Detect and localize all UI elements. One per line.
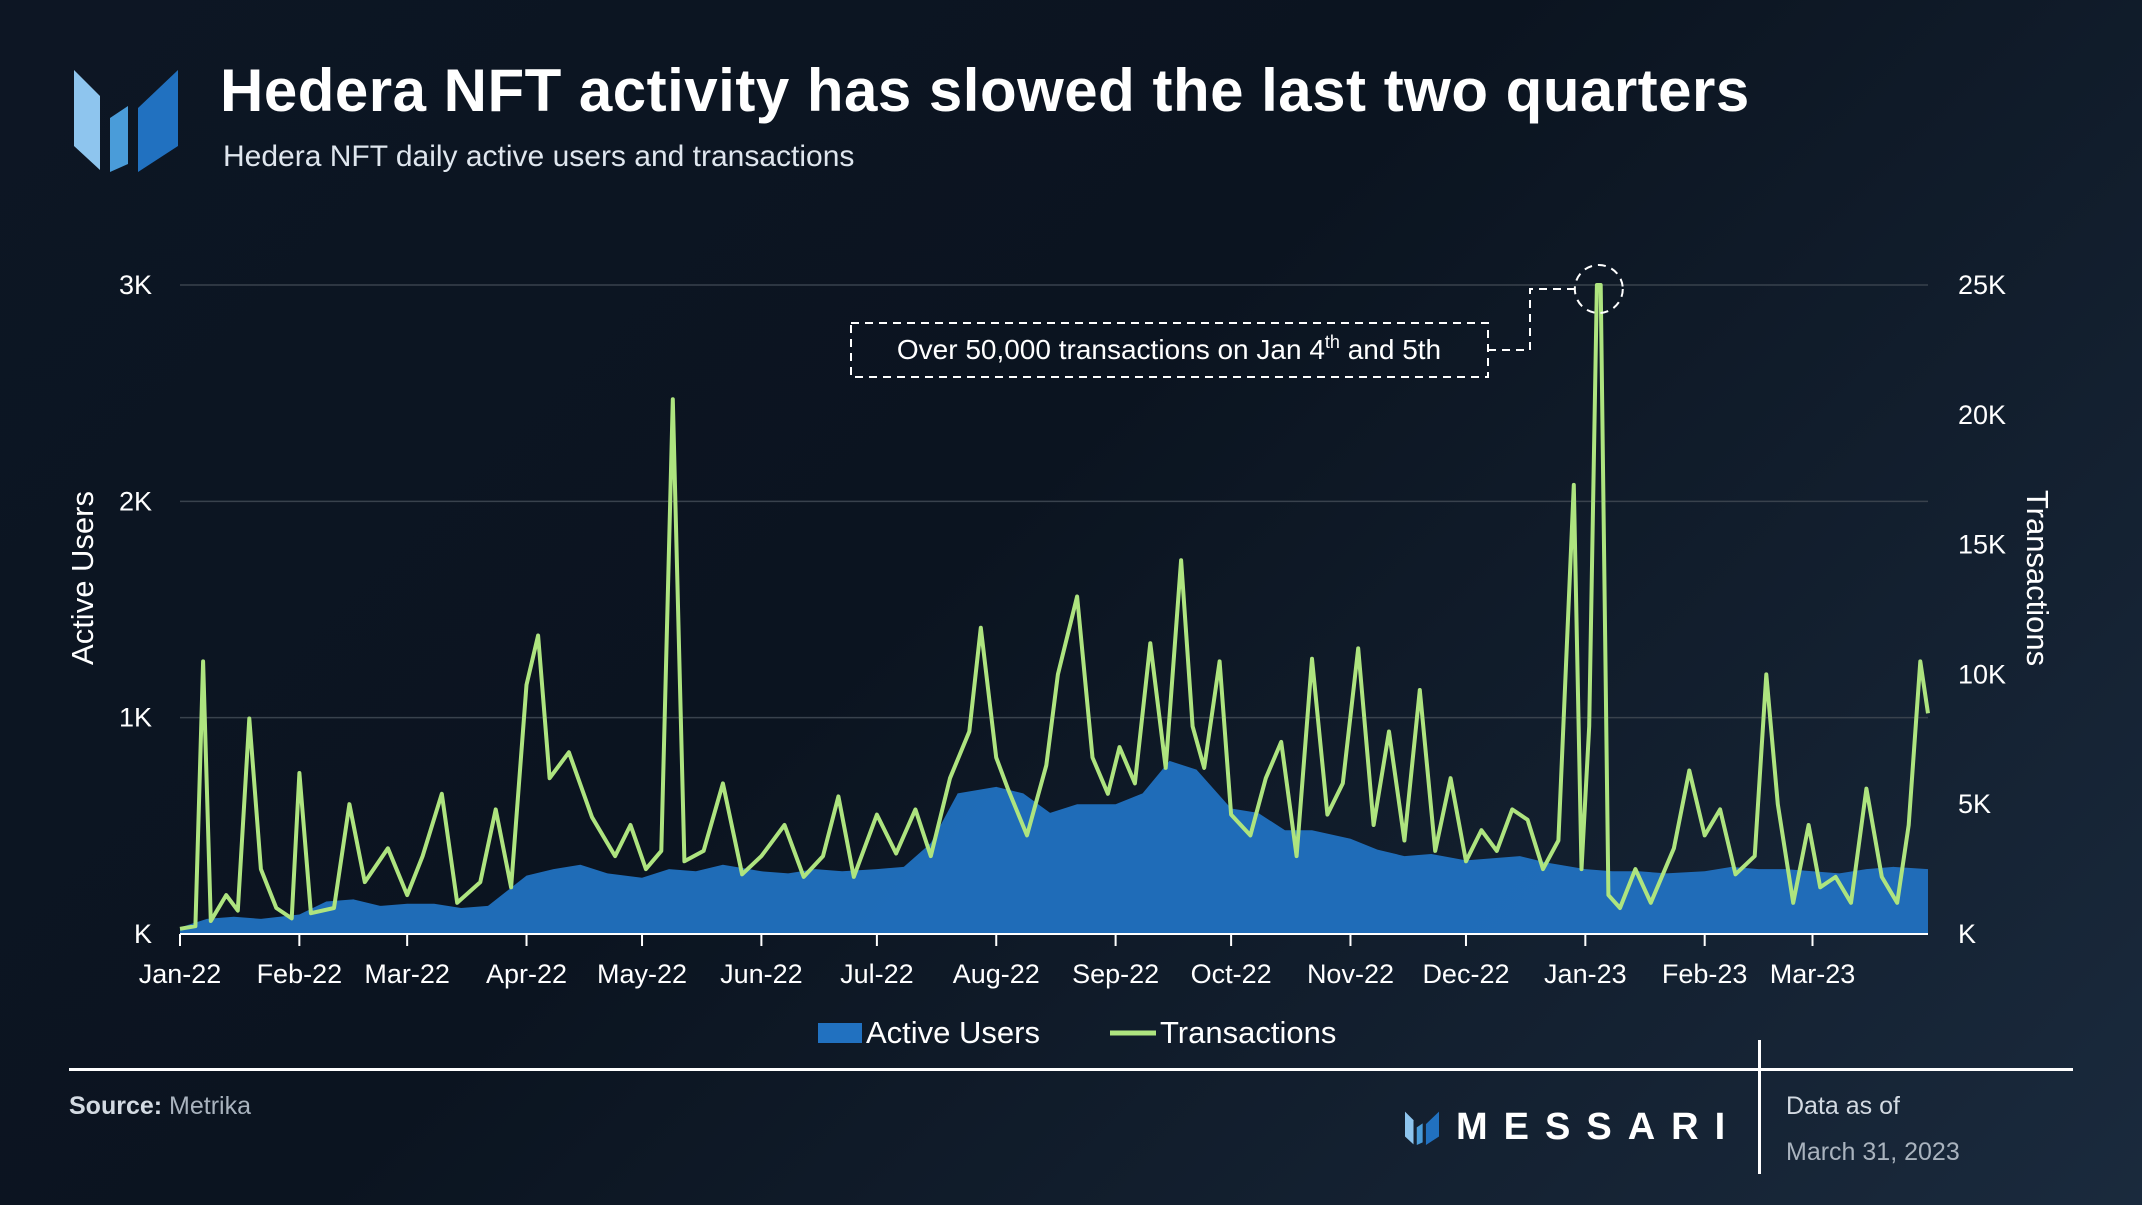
y-right-tick-label: 10K bbox=[1958, 659, 2006, 689]
annotation-connector bbox=[1488, 288, 1575, 351]
x-tick-label: Jul-22 bbox=[840, 959, 914, 989]
legend: Active Users Transactions bbox=[818, 1015, 1336, 1050]
brand-wordmark: MESSARI bbox=[1456, 1106, 1742, 1148]
annotation-text-main: Over 50,000 transactions on Jan 4 bbox=[897, 334, 1325, 365]
x-tick-label: Feb-22 bbox=[257, 959, 343, 989]
y-right-tick-label: 20K bbox=[1958, 400, 2006, 430]
brand-logo: MESSARI bbox=[1402, 1106, 1741, 1149]
data-asof-date: March 31, 2023 bbox=[1786, 1138, 1960, 1166]
y-left-tick-label: 2K bbox=[119, 486, 152, 516]
page-subtitle: Hedera NFT daily active users and transa… bbox=[223, 140, 855, 173]
active-users-area bbox=[179, 760, 1929, 934]
y-right-axis-title: Transactions bbox=[2020, 490, 2055, 666]
source-label: Source: bbox=[69, 1092, 163, 1120]
x-tick-label: Dec-22 bbox=[1422, 959, 1509, 989]
x-tick-label: Aug-22 bbox=[953, 959, 1040, 989]
footer-vertical-divider bbox=[1758, 1040, 1761, 1174]
y-left-axis-title: Active Users bbox=[65, 491, 100, 665]
annotation: Over 50,000 transactions on Jan 4th and … bbox=[850, 264, 1624, 378]
y-left-tick-label: K bbox=[134, 919, 152, 949]
x-tick-label: Mar-22 bbox=[364, 959, 450, 989]
active-users-area-path bbox=[180, 760, 1928, 934]
y-right-tick-label: 25K bbox=[1958, 270, 2006, 300]
y-left-tick-label: 1K bbox=[119, 703, 152, 733]
x-tick-label: Sep-22 bbox=[1072, 959, 1159, 989]
legend-label-transactions: Transactions bbox=[1160, 1015, 1336, 1050]
x-tick-label: Jan-22 bbox=[139, 959, 222, 989]
y-right-tick-label: K bbox=[1958, 919, 1976, 949]
annotation-text: Over 50,000 transactions on Jan 4th and … bbox=[897, 332, 1441, 365]
source-note: Source: Metrika bbox=[69, 1092, 251, 1121]
annotation-superscript: th bbox=[1325, 332, 1340, 352]
page-title: Hedera NFT activity has slowed the last … bbox=[220, 57, 1750, 124]
y-right-tick-label: 15K bbox=[1958, 530, 2006, 560]
x-tick-label: Feb-23 bbox=[1662, 959, 1748, 989]
legend-swatch-active-users bbox=[818, 1023, 862, 1043]
messari-small-logo-icon bbox=[1405, 1111, 1439, 1145]
x-tick-label: Oct-22 bbox=[1191, 959, 1272, 989]
transactions-line bbox=[179, 283, 1930, 931]
footer-divider bbox=[69, 1068, 2073, 1071]
messari-logo-icon bbox=[74, 70, 178, 172]
x-tick-label: Apr-22 bbox=[486, 959, 567, 989]
source-value: Metrika bbox=[169, 1092, 252, 1120]
y-left-tick-label: 3K bbox=[119, 270, 152, 300]
annotation-box bbox=[850, 322, 1489, 378]
x-tick-label: Jun-22 bbox=[720, 959, 803, 989]
axes: K 1K 2K 3K K 5K 10K 15K 20K 25K Jan-22 Feb-22 Mar-22… bbox=[65, 270, 2055, 989]
x-tick-label: Jan-23 bbox=[1544, 959, 1627, 989]
y-right-tick-label: 5K bbox=[1958, 789, 1991, 819]
x-tick-label: Mar-23 bbox=[1770, 959, 1856, 989]
annotation-text-tail: and 5th bbox=[1340, 334, 1441, 365]
x-tick-label: May-22 bbox=[597, 959, 687, 989]
data-asof-label: Data as of bbox=[1786, 1092, 1900, 1120]
legend-label-active-users: Active Users bbox=[866, 1015, 1040, 1050]
transactions-line-path bbox=[179, 283, 1930, 931]
x-tick-label: Nov-22 bbox=[1307, 959, 1394, 989]
